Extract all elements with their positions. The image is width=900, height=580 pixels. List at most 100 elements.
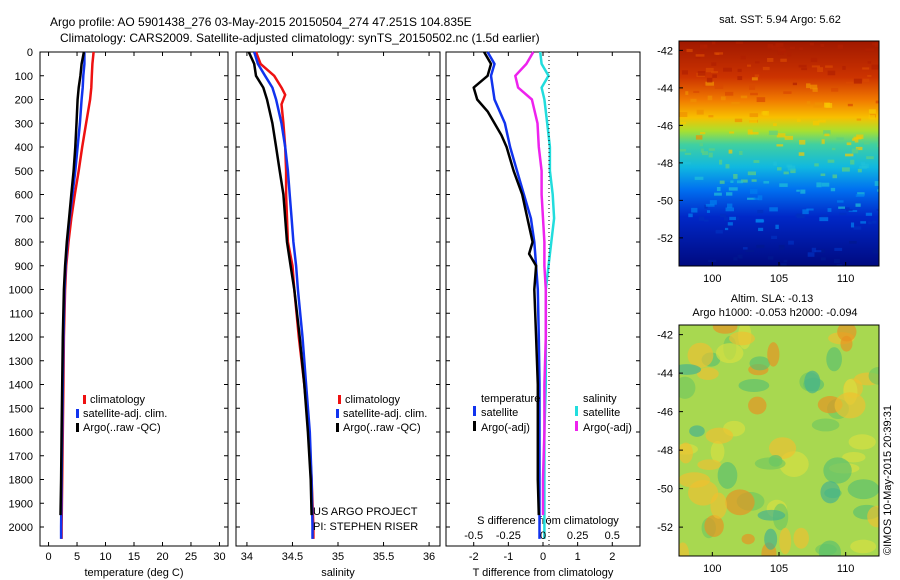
x-tick-label: 36 — [423, 551, 435, 563]
depth-tick-label: 1300 — [9, 356, 33, 368]
sla-anomaly — [729, 331, 755, 346]
depth-tick-label: 100 — [15, 71, 33, 83]
sst-texture — [837, 200, 844, 203]
sst-texture — [832, 174, 838, 179]
depth-tick-label: 700 — [15, 213, 33, 225]
sst-texture — [787, 52, 792, 57]
sst-texture — [853, 136, 862, 140]
depth-tick-label: 1700 — [9, 451, 33, 463]
sst-texture — [706, 210, 711, 213]
sst-texture — [767, 57, 774, 62]
sst-texture — [736, 180, 743, 184]
sst-texture — [802, 209, 809, 215]
map-y-tick-label: -42 — [657, 45, 673, 57]
sst-texture — [733, 257, 738, 261]
sst-texture — [756, 97, 766, 103]
sst-texture — [845, 153, 854, 157]
sst-texture — [740, 95, 748, 99]
sst-texture — [801, 67, 808, 71]
sla-anomaly — [811, 418, 840, 432]
sst-texture — [776, 133, 786, 138]
temperature-panel — [39, 51, 229, 547]
sst-texture — [860, 161, 866, 166]
sla-anomaly — [679, 542, 690, 556]
depth-tick-label: 1200 — [9, 332, 33, 344]
sst-texture — [825, 65, 833, 68]
map-y-tick-label: -44 — [657, 83, 673, 95]
sst-texture — [714, 84, 724, 89]
sla-anomaly — [848, 434, 876, 450]
sst-texture — [737, 76, 743, 81]
sst-texture — [872, 249, 879, 254]
sst-texture — [708, 115, 714, 118]
sst-texture — [684, 152, 692, 155]
sst-texture — [777, 167, 782, 171]
series-line — [486, 51, 541, 539]
sst-texture — [699, 132, 706, 135]
depth-tick-label: 1800 — [9, 475, 33, 487]
sst-texture — [814, 250, 822, 253]
sst-texture — [816, 182, 822, 188]
sst-texture — [750, 92, 758, 96]
sst-texture — [850, 222, 855, 228]
map-y-tick-label: -52 — [657, 233, 673, 245]
legend-satellite: satellite-adj. clim. — [343, 408, 427, 420]
sst-texture — [862, 67, 870, 70]
sst-texture — [708, 259, 717, 263]
legend-t-argo: Argo(-adj) — [481, 422, 530, 434]
map-x-tick-label: 110 — [837, 563, 855, 575]
sst-texture — [812, 120, 820, 126]
sst-texture — [848, 209, 858, 213]
sst-texture — [733, 173, 738, 179]
sst-texture — [837, 44, 844, 49]
sst-texture — [712, 74, 717, 78]
sst-texture — [839, 212, 847, 216]
legend-s-argo: Argo(-adj) — [583, 422, 632, 434]
sst-texture — [856, 118, 862, 121]
sst-texture — [868, 115, 876, 120]
sst-texture — [857, 168, 862, 173]
sst-texture — [751, 179, 757, 182]
salinity-xlabel: salinity — [321, 567, 355, 579]
sst-texture — [708, 152, 713, 158]
sla-anomaly — [741, 533, 755, 545]
sst-texture — [831, 147, 836, 151]
sst-texture — [680, 121, 687, 125]
x-tick-label: 2 — [609, 551, 615, 563]
series-line — [472, 51, 541, 516]
sst-texture — [807, 252, 815, 257]
x-tick-label: 5 — [74, 551, 80, 563]
map-y-tick-label: -48 — [657, 445, 673, 457]
sla-anomaly — [679, 364, 702, 375]
sst-texture — [798, 152, 805, 156]
sla-anomaly — [748, 396, 767, 415]
legend-swatch-t-satellite — [473, 406, 476, 416]
sla-anomaly — [850, 539, 877, 554]
sla-anomaly — [717, 462, 738, 489]
x-tick-label: 20 — [156, 551, 168, 563]
x-tick-label: 0 — [45, 551, 51, 563]
sst-texture — [855, 193, 865, 197]
x-tick-label: 10 — [99, 551, 111, 563]
legend-swatch-satellite — [336, 409, 339, 418]
sst-texture — [742, 247, 748, 250]
sst-texture — [821, 139, 825, 144]
sst-texture — [779, 183, 788, 187]
x-tick-label: 0 — [540, 551, 546, 563]
sst-texture — [683, 161, 692, 165]
sst-texture — [780, 58, 787, 62]
sst-texture — [809, 42, 814, 46]
temperature-legend: climatology satellite-adj. clim. Argo(..… — [76, 394, 167, 434]
sst-texture — [749, 189, 758, 194]
sst-texture — [827, 70, 836, 76]
sst-texture — [720, 96, 726, 101]
sst-texture — [708, 148, 715, 151]
depth-tick-label: 600 — [15, 190, 33, 202]
sst-texture — [705, 203, 715, 207]
depth-tick-label: 1900 — [9, 498, 33, 510]
sst-texture — [874, 181, 879, 186]
sst-texture — [806, 83, 811, 89]
project-credit: US ARGO PROJECT — [313, 506, 418, 518]
sst-texture — [739, 150, 743, 155]
sst-texture — [756, 244, 765, 249]
